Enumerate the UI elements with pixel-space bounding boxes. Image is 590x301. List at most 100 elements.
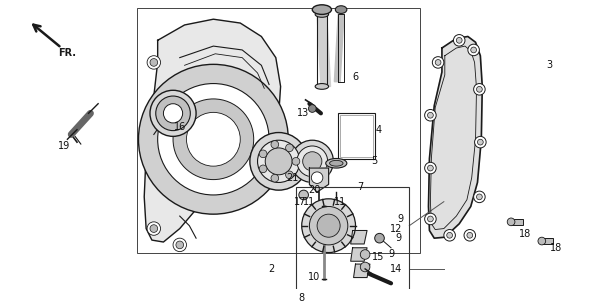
Text: 17: 17	[294, 197, 306, 207]
Circle shape	[309, 105, 316, 112]
Circle shape	[464, 230, 476, 241]
Bar	[136, 8, 420, 253]
Bar	[340, 115, 373, 157]
Text: 3: 3	[546, 60, 553, 70]
Circle shape	[467, 232, 473, 238]
Circle shape	[477, 139, 483, 145]
Polygon shape	[350, 248, 367, 261]
Circle shape	[176, 241, 183, 249]
Circle shape	[507, 218, 515, 226]
Circle shape	[247, 152, 260, 165]
Circle shape	[425, 162, 436, 174]
Circle shape	[474, 136, 486, 148]
Text: 8: 8	[299, 293, 305, 301]
Bar	[338, 113, 375, 160]
Text: 12: 12	[389, 224, 402, 234]
Text: 9: 9	[388, 250, 394, 259]
Text: 2: 2	[268, 264, 274, 274]
Circle shape	[150, 90, 196, 136]
Ellipse shape	[315, 11, 329, 17]
Polygon shape	[335, 14, 344, 82]
Text: 19: 19	[58, 141, 71, 151]
Circle shape	[444, 230, 455, 241]
Text: 9: 9	[396, 233, 402, 243]
Text: 5: 5	[372, 156, 378, 166]
Polygon shape	[350, 231, 367, 244]
Text: 20: 20	[308, 185, 320, 195]
Circle shape	[312, 172, 323, 183]
Text: 18: 18	[550, 243, 562, 253]
Circle shape	[309, 206, 348, 245]
Circle shape	[156, 96, 191, 131]
Circle shape	[250, 132, 307, 190]
Text: 15: 15	[372, 252, 385, 262]
Circle shape	[250, 155, 258, 162]
Circle shape	[317, 214, 340, 237]
Circle shape	[150, 225, 158, 232]
Circle shape	[266, 148, 292, 175]
Circle shape	[150, 59, 158, 66]
Circle shape	[425, 213, 436, 225]
Polygon shape	[144, 19, 281, 242]
Circle shape	[360, 250, 370, 259]
Circle shape	[477, 194, 482, 200]
Polygon shape	[353, 264, 370, 278]
Text: 14: 14	[390, 264, 402, 274]
Circle shape	[259, 165, 267, 173]
Circle shape	[303, 152, 322, 171]
Circle shape	[435, 60, 441, 65]
Ellipse shape	[326, 158, 347, 168]
Circle shape	[259, 150, 267, 158]
Ellipse shape	[330, 160, 343, 166]
Circle shape	[173, 99, 254, 180]
Circle shape	[447, 232, 453, 238]
Circle shape	[432, 57, 444, 68]
Circle shape	[299, 190, 309, 200]
Circle shape	[258, 140, 300, 182]
Circle shape	[474, 84, 485, 95]
Circle shape	[147, 56, 160, 69]
Circle shape	[286, 171, 293, 179]
Text: 21: 21	[286, 173, 299, 183]
Ellipse shape	[335, 6, 347, 14]
Circle shape	[454, 35, 465, 46]
Circle shape	[139, 64, 289, 214]
Circle shape	[292, 157, 300, 165]
Circle shape	[471, 47, 477, 53]
Circle shape	[538, 237, 546, 245]
Circle shape	[286, 144, 293, 152]
Circle shape	[425, 110, 436, 121]
Circle shape	[173, 238, 186, 252]
Circle shape	[468, 44, 480, 56]
Circle shape	[477, 86, 482, 92]
Circle shape	[158, 84, 269, 195]
Text: 10: 10	[308, 272, 320, 281]
Circle shape	[474, 191, 485, 203]
Circle shape	[163, 104, 183, 123]
Circle shape	[271, 174, 278, 182]
Text: 7: 7	[357, 182, 363, 192]
Text: 11: 11	[334, 197, 346, 207]
Text: 13: 13	[297, 108, 309, 118]
Text: 18: 18	[519, 229, 532, 239]
Text: 4: 4	[375, 125, 382, 135]
Text: 9: 9	[398, 214, 404, 224]
Circle shape	[147, 222, 160, 235]
Circle shape	[291, 140, 333, 182]
Circle shape	[301, 199, 356, 253]
Polygon shape	[428, 36, 482, 238]
Circle shape	[360, 262, 370, 272]
Circle shape	[428, 165, 433, 171]
Ellipse shape	[315, 84, 329, 89]
Circle shape	[428, 216, 433, 222]
Bar	[542, 238, 553, 244]
Circle shape	[271, 141, 278, 148]
Text: FR.: FR.	[58, 48, 76, 58]
Bar	[296, 187, 409, 291]
Circle shape	[456, 37, 462, 43]
Circle shape	[428, 112, 433, 118]
Circle shape	[297, 146, 327, 177]
Ellipse shape	[312, 5, 332, 14]
Text: 6: 6	[352, 72, 359, 82]
Bar	[511, 219, 523, 225]
